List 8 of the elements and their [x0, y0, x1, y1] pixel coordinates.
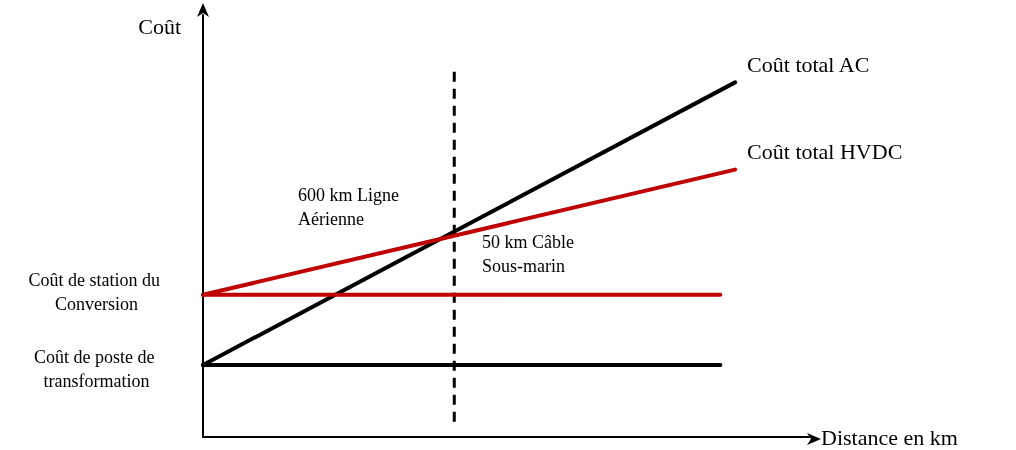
series-label: Coût total HVDC: [747, 139, 903, 165]
annotation: 600 km Ligne Aérienne: [298, 185, 404, 229]
annotation: 50 km Câble Sous-marin: [482, 232, 579, 276]
x-axis-title: Distance en km: [821, 424, 958, 450]
series-label: Coût total AC: [747, 51, 870, 77]
text: Coût de poste de transformation: [34, 347, 159, 391]
text: Coût de station du Conversion: [28, 270, 165, 314]
y-axis-title: Coût: [138, 13, 181, 39]
